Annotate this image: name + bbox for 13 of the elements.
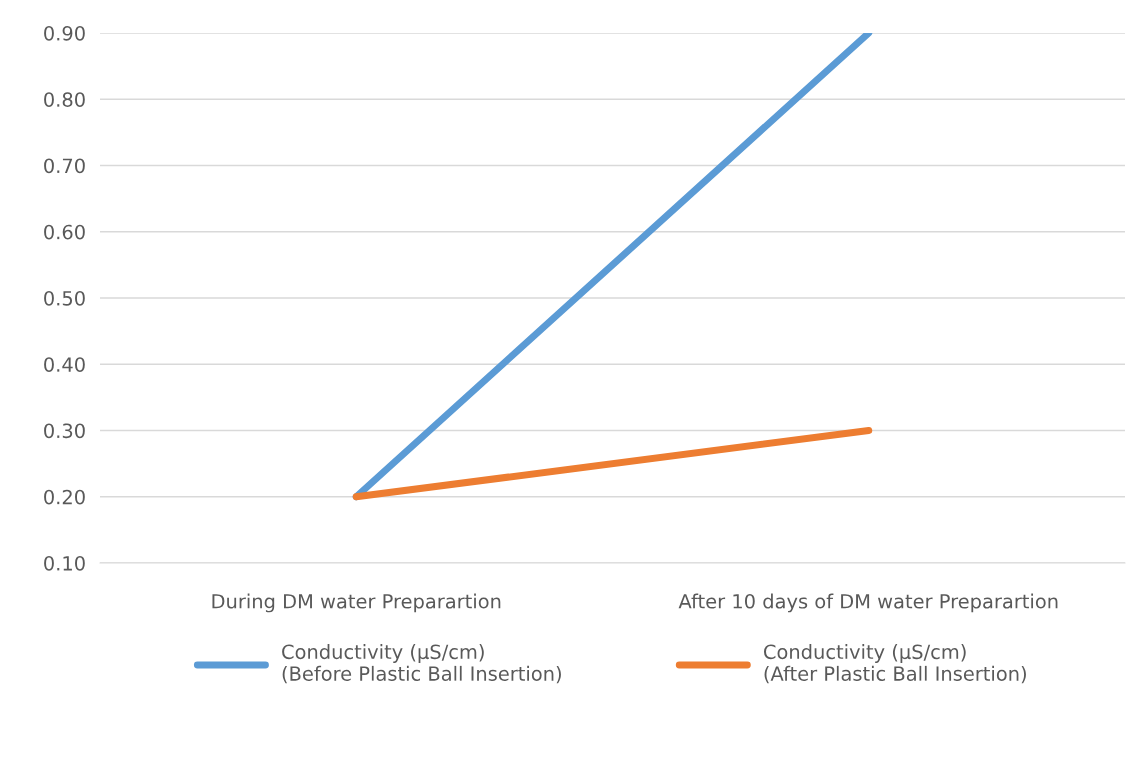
- y-tick-label: 0.70: [44, 158, 85, 174]
- legend-label: Conductivity (µS/cm) (After Plastic Ball Insertion): [763, 644, 1026, 684]
- y-tick-label: 0.60: [44, 224, 85, 240]
- legend-label: Conductivity (µS/cm) (Before Plastic Ball Insertion): [282, 644, 561, 684]
- y-tick-label: 0.40: [44, 357, 85, 372]
- y-tick-label: 0.50: [44, 290, 85, 306]
- y-tick-label: 0.20: [44, 489, 85, 505]
- x-tick-label: During DM water Preparartion: [212, 593, 501, 613]
- y-tick-label: 0.10: [44, 555, 85, 571]
- x-tick-label: After 10 days of DM water Preparartion: [678, 593, 1058, 613]
- y-tick-label: 0.30: [44, 423, 85, 439]
- y-tick-label: 0.90: [44, 25, 85, 41]
- y-tick-label: 0.80: [44, 92, 85, 107]
